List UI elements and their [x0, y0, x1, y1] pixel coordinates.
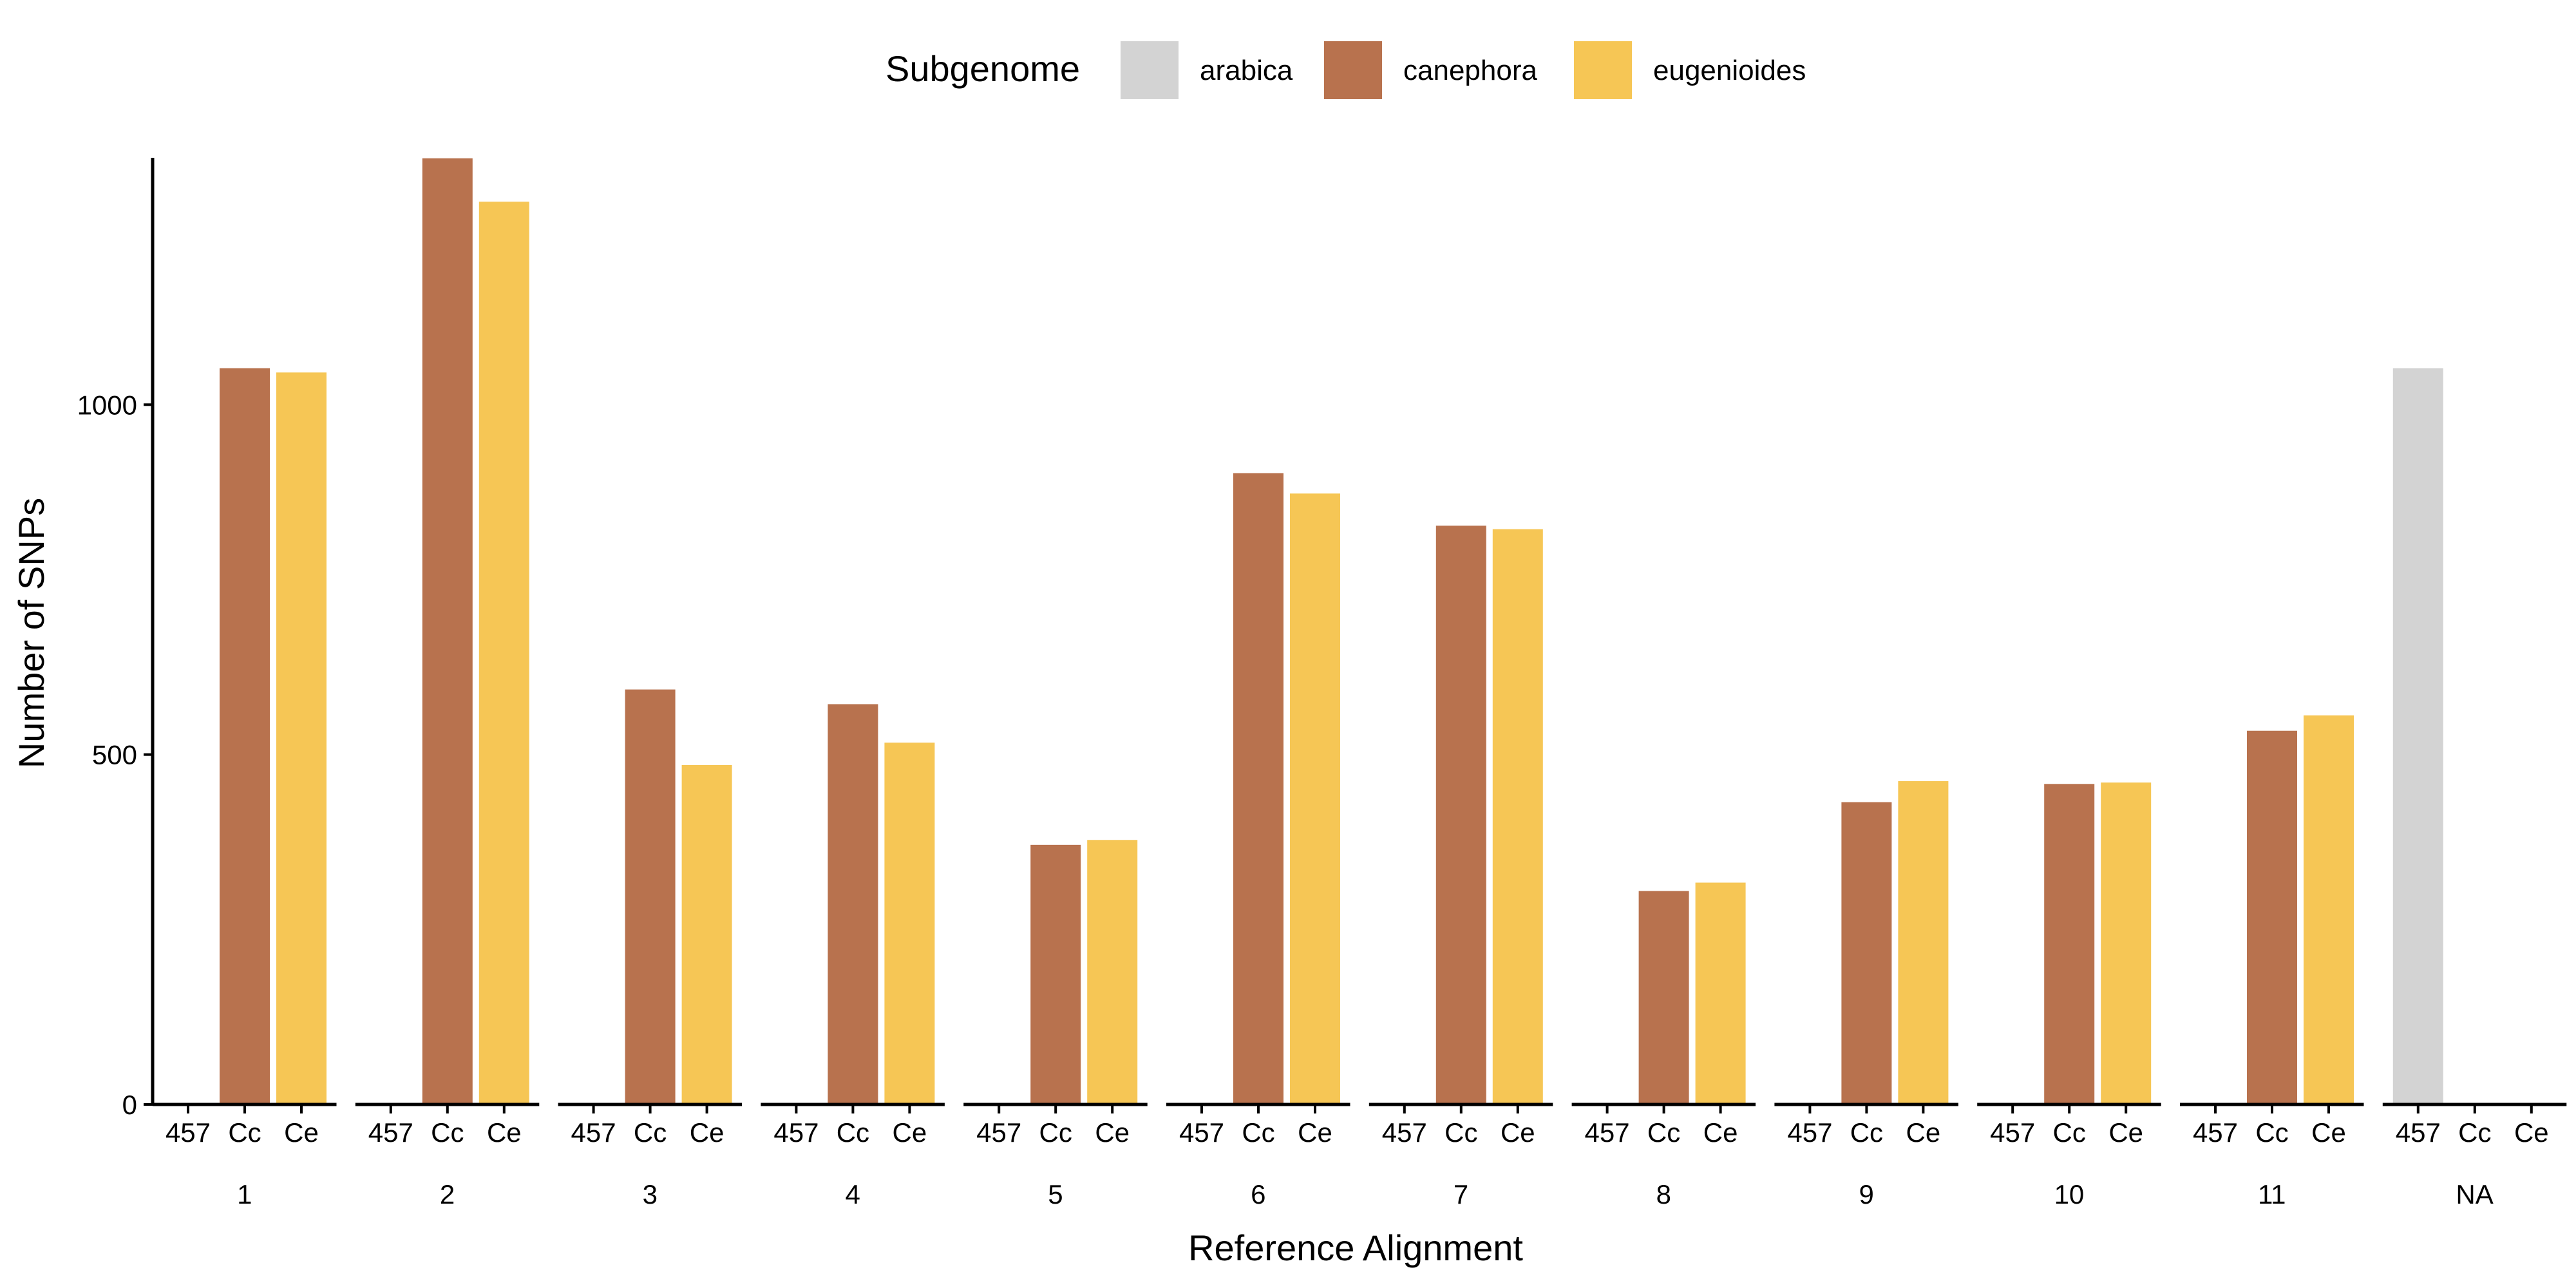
bar-9-Cc — [1841, 802, 1892, 1104]
x-group-label: 9 — [1859, 1179, 1873, 1209]
bar-4-Ce — [884, 743, 935, 1104]
bar-9-Ce — [1898, 781, 1949, 1104]
x-sub-tick-label: Cc — [1242, 1117, 1274, 1148]
x-group-label: 4 — [845, 1179, 860, 1209]
bar-10-Ce — [2101, 782, 2152, 1104]
x-sub-tick-label: Ce — [2514, 1117, 2549, 1148]
x-sub-tick-label: Cc — [228, 1117, 261, 1148]
legend-key-canephora — [1324, 41, 1382, 99]
x-sub-tick-label: Cc — [634, 1117, 667, 1148]
bar-7-Ce — [1492, 529, 1543, 1104]
x-sub-tick-label: Ce — [487, 1117, 522, 1148]
x-sub-tick-label: Cc — [1850, 1117, 1883, 1148]
y-tick-label: 1000 — [77, 390, 137, 420]
x-group-label: 6 — [1251, 1179, 1265, 1209]
legend-label-arabica: arabica — [1200, 55, 1293, 86]
x-group-label: 11 — [2258, 1179, 2286, 1209]
x-sub-tick-label: Ce — [1501, 1117, 1535, 1148]
bar-5-Cc — [1030, 844, 1081, 1104]
bar-NA-457 — [2392, 368, 2443, 1104]
bar-7-Cc — [1435, 526, 1486, 1104]
x-sub-tick-label: 457 — [571, 1117, 616, 1148]
legend-label-canephora: canephora — [1403, 55, 1537, 86]
y-tick-label: 0 — [122, 1090, 137, 1120]
x-sub-tick-label: Cc — [1039, 1117, 1072, 1148]
x-sub-tick-label: 457 — [2193, 1117, 2238, 1148]
x-axis-label: Reference Alignment — [1188, 1227, 1523, 1268]
y-tick-label: 500 — [92, 740, 137, 770]
legend: Subgenome arabica canephora eugenioides — [886, 41, 1806, 99]
x-sub-tick-label: Ce — [1703, 1117, 1738, 1148]
x-sub-tick-label: Cc — [1647, 1117, 1680, 1148]
x-group-label: 3 — [643, 1179, 658, 1209]
x-sub-tick-label: Cc — [1444, 1117, 1477, 1148]
legend-label-eugenioides: eugenioides — [1653, 55, 1806, 86]
bar-10-Cc — [2044, 784, 2095, 1104]
bar-8-Cc — [1638, 891, 1689, 1104]
x-sub-tick-label: 457 — [1382, 1117, 1427, 1148]
bar-1-Ce — [276, 372, 327, 1104]
x-group-label: 10 — [2054, 1179, 2085, 1209]
bar-3-Ce — [681, 764, 732, 1104]
bar-6-Cc — [1233, 473, 1283, 1104]
x-sub-tick-label: 457 — [1179, 1117, 1224, 1148]
bar-11-Cc — [2247, 730, 2297, 1104]
bar-6-Ce — [1290, 493, 1340, 1104]
x-sub-tick-label: Cc — [2255, 1117, 2288, 1148]
y-axis-label: Number of SNPs — [11, 498, 52, 768]
x-sub-tick-label: Cc — [837, 1117, 869, 1148]
x-group-label: 2 — [440, 1179, 455, 1209]
x-sub-tick-label: Ce — [2311, 1117, 2346, 1148]
bar-2-Ce — [478, 202, 529, 1105]
x-sub-tick-label: Cc — [2458, 1117, 2491, 1148]
legend-key-arabica — [1121, 41, 1179, 99]
x-sub-tick-label: 457 — [773, 1117, 819, 1148]
x-sub-tick-label: Ce — [1095, 1117, 1130, 1148]
bar-11-Ce — [2304, 715, 2354, 1104]
x-sub-tick-label: 457 — [2396, 1117, 2441, 1148]
x-sub-tick-label: Ce — [284, 1117, 319, 1148]
bar-8-Ce — [1695, 882, 1746, 1104]
x-group-label: 1 — [237, 1179, 252, 1209]
x-sub-tick-label: Ce — [1298, 1117, 1332, 1148]
legend-key-eugenioides — [1574, 41, 1632, 99]
x-group-label: 7 — [1454, 1179, 1468, 1209]
x-sub-tick-label: 457 — [368, 1117, 413, 1148]
x-group-label: 5 — [1048, 1179, 1063, 1209]
x-group-label: 8 — [1656, 1179, 1671, 1209]
bar-5-Ce — [1087, 840, 1138, 1104]
x-sub-tick-label: Ce — [690, 1117, 724, 1148]
bar-3-Cc — [625, 689, 676, 1104]
x-sub-tick-label: Ce — [2108, 1117, 2143, 1148]
x-group-label: NA — [2456, 1179, 2493, 1209]
bar-1-Cc — [220, 368, 270, 1104]
x-sub-tick-label: 457 — [1585, 1117, 1630, 1148]
x-sub-tick-label: 457 — [1990, 1117, 2035, 1148]
x-sub-tick-label: 457 — [976, 1117, 1021, 1148]
x-sub-tick-label: Cc — [2053, 1117, 2086, 1148]
x-sub-tick-label: 457 — [1787, 1117, 1832, 1148]
bar-4-Cc — [828, 704, 878, 1104]
bar-2-Cc — [422, 158, 473, 1104]
x-sub-tick-label: Cc — [431, 1117, 464, 1148]
x-sub-tick-label: 457 — [166, 1117, 211, 1148]
x-sub-tick-label: Ce — [1906, 1117, 1941, 1148]
legend-title: Subgenome — [886, 48, 1080, 89]
x-sub-tick-label: Ce — [893, 1117, 927, 1148]
